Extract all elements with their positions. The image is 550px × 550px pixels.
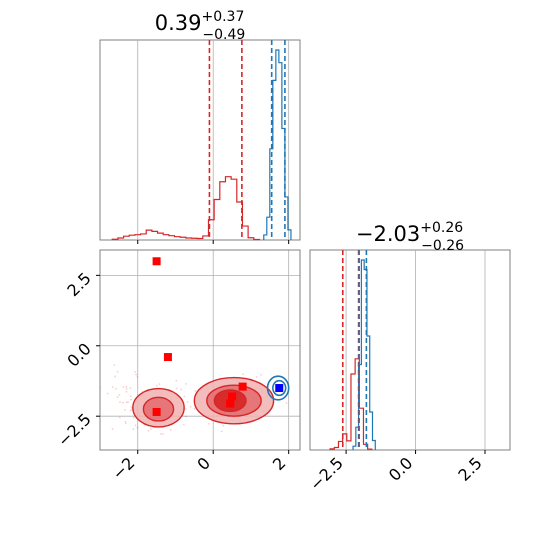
sample-point: [185, 383, 187, 385]
sample-point: [125, 385, 128, 388]
sample-point: [194, 390, 197, 392]
sample-point: [114, 375, 116, 378]
x-tick-label: −2: [108, 453, 138, 483]
sample-point: [242, 373, 244, 376]
sample-point: [184, 415, 187, 418]
truth-marker: [275, 384, 284, 393]
sample-point: [121, 401, 124, 404]
param1-histogram-series: [329, 259, 376, 450]
sample-point: [123, 408, 126, 411]
sample-point: [183, 395, 186, 398]
blue-contour-1: [272, 379, 287, 397]
param0-title: 0.39+0.37 −0.49: [155, 9, 246, 43]
sample-point: [106, 392, 109, 395]
sample-point: [122, 386, 125, 388]
y-tick-label: 0.0: [63, 339, 94, 370]
param0-histogram-series: [111, 49, 292, 241]
truth-marker: [163, 353, 172, 362]
sample-point: [125, 390, 128, 393]
sample-point: [130, 398, 132, 401]
truth-marker: [226, 399, 235, 408]
histogram-step-blue: [352, 259, 376, 450]
joint-truth-markers: [152, 257, 284, 416]
joint-blue-contours: [266, 375, 290, 401]
y-tick-label: 2.5: [63, 269, 94, 300]
sample-point: [255, 376, 258, 378]
sample-point: [134, 424, 137, 427]
sample-point: [176, 387, 178, 390]
sample-point: [285, 402, 288, 405]
sample-point: [149, 428, 152, 430]
sample-point: [222, 424, 225, 427]
sample-point: [132, 416, 135, 419]
sample-point: [134, 370, 137, 373]
histogram-step-red: [111, 176, 261, 241]
sample-point: [193, 407, 196, 410]
param1-histogram-panel: −2.5 0.0 2.5 −2.03+0.26 −0.26: [306, 220, 511, 494]
sample-point: [220, 430, 223, 433]
x-tick-label: 0: [193, 453, 214, 474]
sample-point: [260, 373, 263, 376]
x-tick-label: 0.0: [385, 453, 416, 484]
sample-point: [129, 409, 132, 412]
histogram-step-blue: [263, 49, 292, 240]
sample-point: [161, 432, 164, 435]
param1-title: −2.03+0.26 −0.26: [356, 220, 464, 254]
sample-point: [114, 387, 117, 390]
sample-point: [125, 401, 128, 404]
sample-point: [136, 426, 139, 429]
truth-marker: [152, 257, 161, 266]
sample-point: [175, 379, 178, 382]
param1-histogram-ticks: −2.5 0.0 2.5: [306, 450, 486, 494]
sample-point: [125, 387, 128, 390]
sample-point: [119, 401, 121, 404]
joint-contour-panel: −2 0 2 −2.5 0.0 2.5: [54, 249, 301, 484]
sample-point: [158, 383, 161, 386]
sample-point: [180, 388, 183, 391]
sample-point: [160, 433, 162, 435]
sample-point: [130, 408, 133, 411]
sample-point: [147, 429, 150, 432]
sample-point: [116, 396, 119, 399]
y-tick-label: −2.5: [54, 410, 95, 451]
sample-point: [185, 408, 187, 410]
truth-marker: [238, 382, 247, 391]
sample-point: [189, 405, 192, 408]
x-tick-label: 2.5: [454, 453, 485, 484]
sample-point: [129, 386, 132, 389]
sample-point: [113, 364, 116, 366]
sample-point: [135, 373, 138, 376]
sample-point: [186, 401, 189, 403]
param1-histogram-grid: [345, 250, 486, 450]
param0-histogram-panel: 0.39+0.37 −0.49: [99, 9, 301, 244]
sample-point: [136, 376, 139, 378]
sample-point: [124, 422, 127, 425]
sample-point: [118, 416, 121, 419]
blue-contour-0: [266, 375, 290, 401]
sample-point: [116, 370, 119, 373]
sample-point: [118, 394, 121, 396]
sample-point: [132, 428, 135, 431]
x-tick-label: −2.5: [306, 453, 347, 494]
sample-point: [130, 406, 133, 409]
sample-point: [207, 422, 210, 425]
x-tick-label: 2: [269, 453, 290, 474]
sample-point: [127, 401, 129, 403]
sample-point: [111, 386, 114, 388]
truth-marker: [228, 392, 237, 401]
param0-histogram-grid: [137, 40, 290, 240]
sample-point: [169, 429, 172, 431]
truth-marker: [152, 407, 161, 416]
param0-histogram-ticks: [137, 240, 290, 244]
histogram-step-red: [329, 358, 373, 450]
sample-point: [124, 420, 127, 423]
param0-dashed-quantile-lines: [208, 40, 286, 240]
sample-point: [155, 384, 158, 387]
sample-point: [182, 423, 185, 426]
sample-point: [129, 395, 132, 397]
sample-point: [111, 428, 114, 430]
param1-dashed-quantile-lines: [341, 250, 368, 450]
